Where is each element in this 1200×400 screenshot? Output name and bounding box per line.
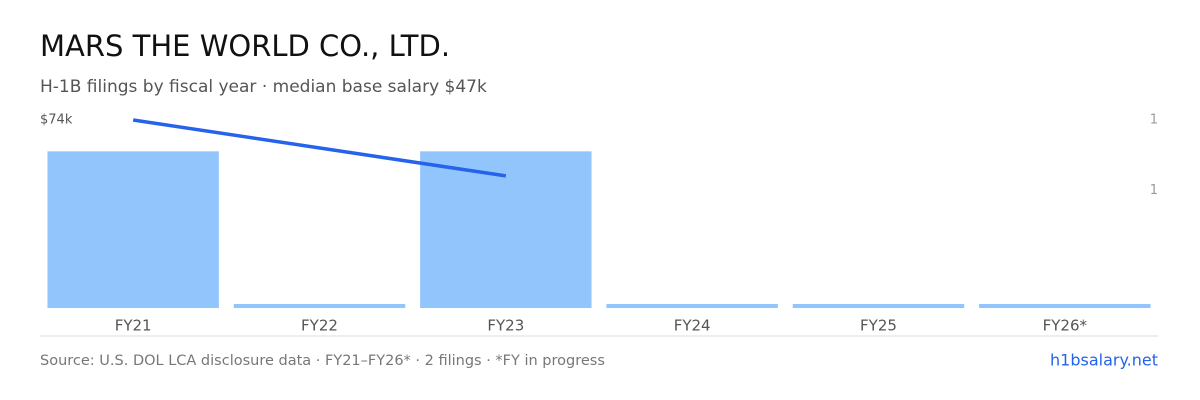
chart-title: MARS THE WORLD CO., LTD. xyxy=(40,29,450,63)
bar xyxy=(47,151,219,308)
source-note: Source: U.S. DOL LCA disclosure data · F… xyxy=(40,353,605,369)
y-tick-label: 1 xyxy=(1150,183,1158,198)
bar xyxy=(792,304,965,308)
x-tick-label: FY22 xyxy=(301,317,338,335)
y-tick-label: 1 xyxy=(1150,113,1158,128)
y2-tick-label: $74k xyxy=(40,113,73,128)
chart-subtitle: H-1B filings by fiscal year · median bas… xyxy=(40,77,487,97)
x-tick-label: FY25 xyxy=(860,317,897,335)
site-link[interactable]: h1bsalary.net xyxy=(1050,351,1158,370)
bar xyxy=(606,304,778,308)
x-tick-label: FY24 xyxy=(674,317,711,335)
x-tick-label: FY23 xyxy=(487,317,524,335)
salary-line xyxy=(132,118,507,178)
bar xyxy=(420,151,592,308)
bar xyxy=(979,304,1151,308)
x-tick-label: FY26* xyxy=(1043,317,1088,335)
bar xyxy=(233,304,406,308)
x-tick-label: FY21 xyxy=(115,317,152,335)
